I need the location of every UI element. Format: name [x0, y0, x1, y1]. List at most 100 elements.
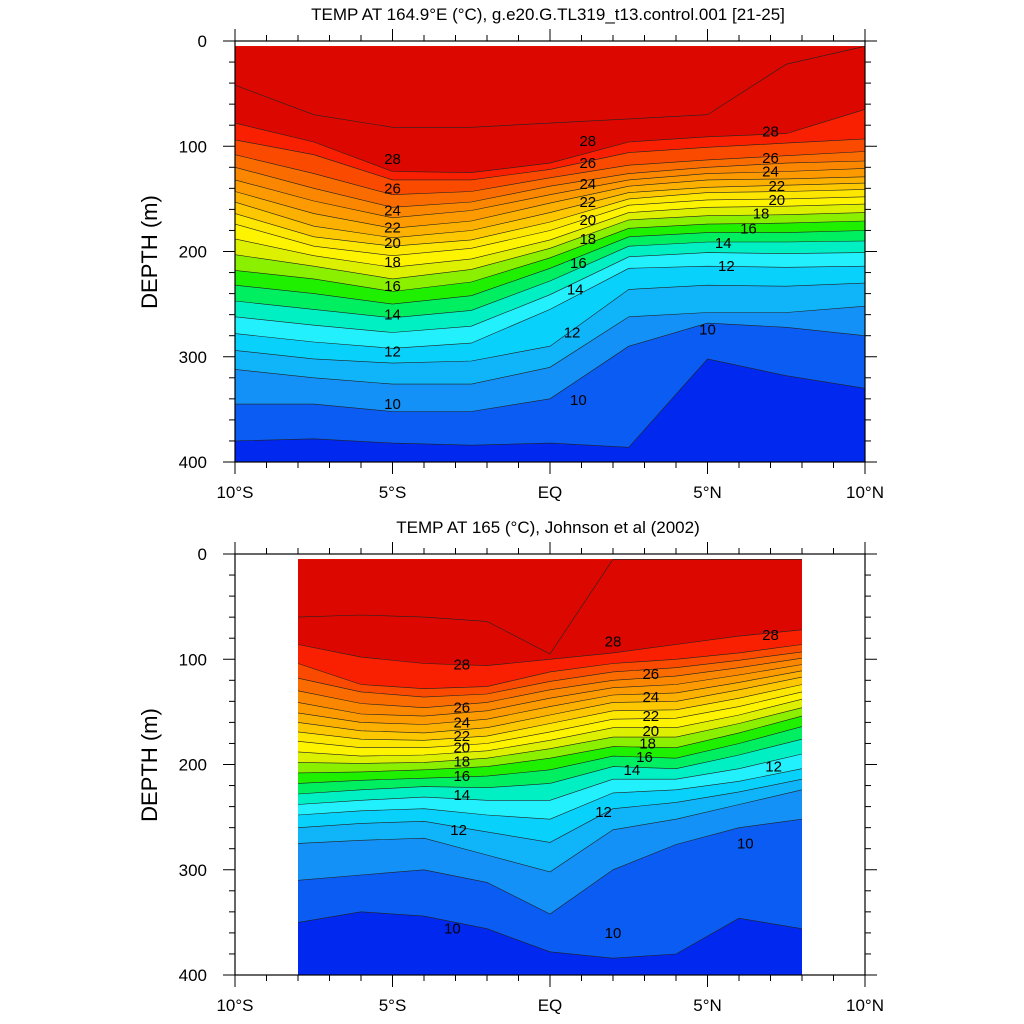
contour-line [235, 176, 865, 229]
contour-label: 28 [384, 151, 401, 168]
y-tick-label: 400 [179, 453, 207, 472]
contour-lines [235, 46, 865, 448]
contour-label: 16 [636, 749, 653, 766]
contour-line [297, 911, 803, 959]
contour-label: 14 [624, 762, 641, 779]
contour-label: 24 [579, 176, 596, 193]
contour-line [235, 151, 865, 196]
x-tick-label: 10°N [846, 483, 884, 502]
x-tick-label: 5°N [693, 996, 722, 1015]
contour-line [235, 203, 865, 268]
contour-label: 16 [740, 220, 757, 237]
contour-band [298, 559, 802, 654]
contour-label: 18 [579, 231, 596, 248]
contour-labels: 2826242220181614121028262422201816141210… [384, 124, 785, 414]
contour-line [235, 252, 865, 333]
axis-ticks: 10°S 5°S EQ 5°N 10°N 0 100 200 300 400 [179, 29, 884, 502]
contour-label: 24 [453, 714, 470, 731]
contour-line [297, 707, 803, 764]
contour-label: 24 [384, 202, 401, 219]
contour-line [235, 240, 865, 319]
contour-line [297, 559, 802, 655]
x-tick-label: 5°S [379, 483, 407, 502]
contour-label: 22 [453, 728, 470, 745]
contour-label: 12 [564, 325, 581, 342]
y-tick-label: 300 [179, 348, 207, 367]
y-tick-label: 100 [179, 650, 207, 669]
contour-line [235, 305, 865, 385]
contour-fills [235, 46, 865, 462]
contour-line [297, 753, 803, 805]
y-tick-label: 200 [179, 756, 207, 775]
contour-label: 24 [642, 689, 659, 706]
contour-label: 26 [384, 180, 401, 197]
x-tick-label: 5°N [693, 483, 722, 502]
y-tick-label: 300 [179, 861, 207, 880]
contour-label: 20 [384, 235, 401, 252]
contour-line [235, 220, 865, 292]
contour-label: 10 [570, 392, 587, 409]
contour-label: 16 [453, 768, 470, 785]
contour-line [235, 358, 865, 448]
contour-label: 28 [762, 627, 779, 644]
contour-line [297, 698, 803, 757]
contour-label: 10 [444, 921, 461, 938]
contour-line [235, 196, 865, 257]
contour-line [297, 789, 803, 873]
y-tick-label: 100 [179, 137, 207, 156]
panel-top: TEMP AT 164.9°E (°C), g.e20.G.TL319_t13.… [137, 5, 884, 502]
contour-line [297, 738, 803, 795]
contour-line [235, 160, 865, 208]
contour-line [235, 230, 865, 305]
contour-line [235, 182, 865, 239]
contour-label: 10 [699, 321, 716, 338]
contour-label: 20 [579, 212, 596, 229]
contour-line [297, 629, 803, 666]
contour-line [235, 109, 865, 173]
contour-label: 12 [450, 822, 467, 839]
contour-line [297, 657, 803, 709]
contour-label: 14 [715, 235, 732, 252]
contour-label: 26 [453, 700, 470, 717]
contour-label: 14 [453, 787, 470, 804]
contour-label: 18 [639, 735, 656, 752]
contour-label: 10 [384, 396, 401, 413]
contour-line [297, 684, 803, 741]
contour-line [297, 778, 803, 843]
contour-line [235, 322, 865, 412]
contour-line [297, 818, 803, 915]
contour-label: 26 [642, 666, 659, 683]
contour-label: 10 [605, 925, 622, 942]
contour-label: 12 [595, 804, 612, 821]
contour-line [297, 670, 803, 725]
contour-label: 12 [384, 343, 401, 360]
y-tick-label: 0 [198, 32, 207, 51]
contour-line [235, 189, 865, 247]
contour-label: 18 [753, 206, 770, 223]
contour-label: 18 [453, 753, 470, 770]
contour-line [235, 168, 865, 219]
contour-line [235, 282, 865, 364]
contour-label: 22 [384, 219, 401, 236]
x-tick-label: 10°S [216, 996, 253, 1015]
contour-label: 22 [768, 178, 785, 195]
contour-line [235, 46, 865, 128]
x-tick-label: EQ [538, 483, 563, 502]
contour-label: 18 [384, 254, 401, 271]
contour-line [297, 651, 803, 698]
contour-label: 26 [762, 150, 779, 167]
contour-label: 28 [579, 133, 596, 150]
contour-line [297, 691, 803, 748]
contour-label: 20 [642, 723, 659, 740]
contour-label: 20 [768, 192, 785, 209]
contour-line [235, 138, 865, 181]
contour-label: 22 [642, 708, 659, 725]
chart-title: TEMP AT 164.9°E (°C), g.e20.G.TL319_t13.… [311, 5, 785, 24]
chart-title: TEMP AT 165 (°C), Johnson et al (2002) [396, 518, 700, 537]
x-tick-label: 5°S [379, 996, 407, 1015]
contour-label: 12 [765, 759, 782, 776]
contour-label: 20 [453, 740, 470, 757]
y-tick-label: 400 [179, 966, 207, 985]
contour-line [297, 664, 803, 717]
